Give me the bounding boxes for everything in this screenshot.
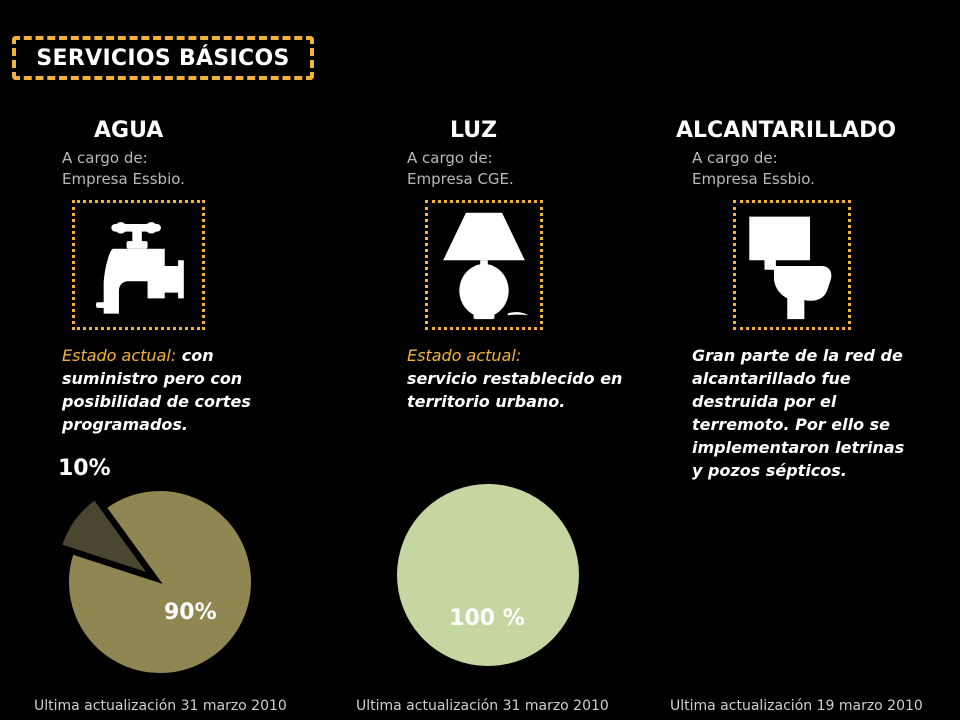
faucet-icon xyxy=(96,222,184,314)
luz-cargo-value: Empresa CGE. xyxy=(407,170,514,188)
luz-status-text: servicio restablecido en territorio urba… xyxy=(407,369,623,411)
lamp-icon-frame xyxy=(425,200,543,330)
agua-cargo-value: Empresa Essbio. xyxy=(62,170,185,188)
agua-status-label: Estado actual: xyxy=(62,346,177,365)
agua-status: Estado actual: con suministro pero con p… xyxy=(62,344,282,436)
alcantarillado-cargo: A cargo de: Empresa Essbio. xyxy=(692,148,815,190)
agua-cargo: A cargo de: Empresa Essbio. xyxy=(62,148,185,190)
toilet-icon xyxy=(749,216,832,320)
lamp-icon xyxy=(443,212,529,320)
toilet-icon-frame xyxy=(733,200,851,330)
luz-cargo-label: A cargo de: xyxy=(407,149,493,167)
agua-pie-chart xyxy=(59,489,253,675)
agua-pie-label-large: 90% xyxy=(164,600,217,625)
luz-status: Estado actual: servicio restablecido en … xyxy=(407,344,627,413)
pie-slice-1 xyxy=(59,497,152,576)
alcantarillado-status: Gran parte de la red de alcantarillado f… xyxy=(692,344,912,482)
pie-slice-0 xyxy=(395,482,581,668)
pie-slice-0 xyxy=(67,489,253,675)
alcantarillado-cargo-value: Empresa Essbio. xyxy=(692,170,815,188)
alcantarillado-status-text: Gran parte de la red de alcantarillado f… xyxy=(692,346,905,480)
luz-status-label: Estado actual: xyxy=(407,346,522,365)
agua-status-text: con suministro pero con posibilidad de c… xyxy=(62,346,251,434)
agua-title: AGUA xyxy=(94,118,164,143)
faucet-icon-frame xyxy=(72,200,205,330)
agua-footer: Ultima actualización 31 marzo 2010 xyxy=(34,698,287,714)
luz-cargo: A cargo de: Empresa CGE. xyxy=(407,148,514,190)
luz-pie-label: 100 % xyxy=(449,606,525,631)
agua-pie-label-small: 10% xyxy=(58,456,111,481)
alcantarillado-cargo-label: A cargo de: xyxy=(692,149,778,167)
luz-pie-chart xyxy=(395,482,581,668)
luz-footer: Ultima actualización 31 marzo 2010 xyxy=(356,698,609,714)
luz-title: LUZ xyxy=(450,118,498,143)
agua-cargo-label: A cargo de: xyxy=(62,149,148,167)
section-title: SERVICIOS BÁSICOS xyxy=(12,36,314,80)
alcantarillado-footer: Ultima actualización 19 marzo 2010 xyxy=(670,698,923,714)
alcantarillado-title: ALCANTARILLADO xyxy=(676,118,897,143)
